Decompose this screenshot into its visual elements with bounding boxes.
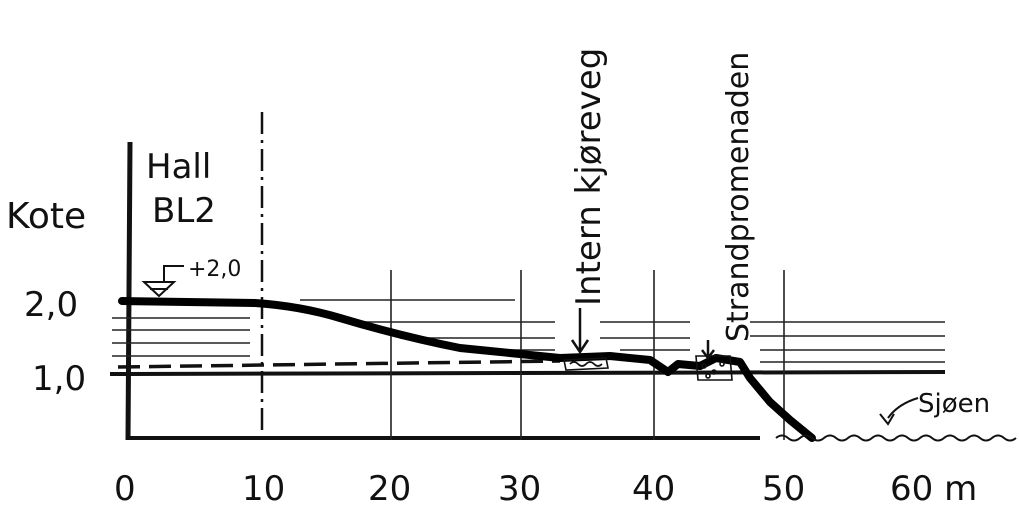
sea-pointer-icon (879, 397, 919, 426)
road-paving (563, 357, 609, 371)
terrain-profile (118, 297, 816, 442)
x-tick-label: 60 m (890, 469, 977, 506)
level-1-line (109, 370, 946, 376)
level-marker-icon (141, 265, 184, 298)
x-tick-label: 20 (368, 469, 411, 506)
promenade-paving (695, 355, 733, 381)
sea-label: Sjøen (918, 389, 990, 419)
y-axis-label: Kote (6, 196, 86, 237)
seabed-hatch (775, 434, 1017, 442)
building-label-line2: BL2 (152, 191, 216, 231)
x-tick-label: 0 (114, 469, 136, 506)
promenade-arrow-icon (701, 340, 715, 361)
x-tick-label: 10 (242, 469, 285, 506)
y-axis (125, 141, 133, 441)
road-label: Intern kjøreveg (569, 48, 609, 306)
dashed-level-line (117, 359, 561, 369)
x-tick-label: 40 (632, 469, 675, 506)
promenade-label: Strandpromenaden (721, 52, 756, 342)
level-marker-label: +2,0 (188, 257, 241, 282)
x-tick-label: 50 (762, 469, 805, 506)
building-label-line1: Hall (146, 147, 211, 187)
y-tick-label: 1,0 (32, 359, 86, 399)
road-arrow-icon (570, 308, 590, 355)
y-tick-label: 2,0 (24, 285, 78, 325)
x-tick-label: 30 (498, 469, 541, 506)
